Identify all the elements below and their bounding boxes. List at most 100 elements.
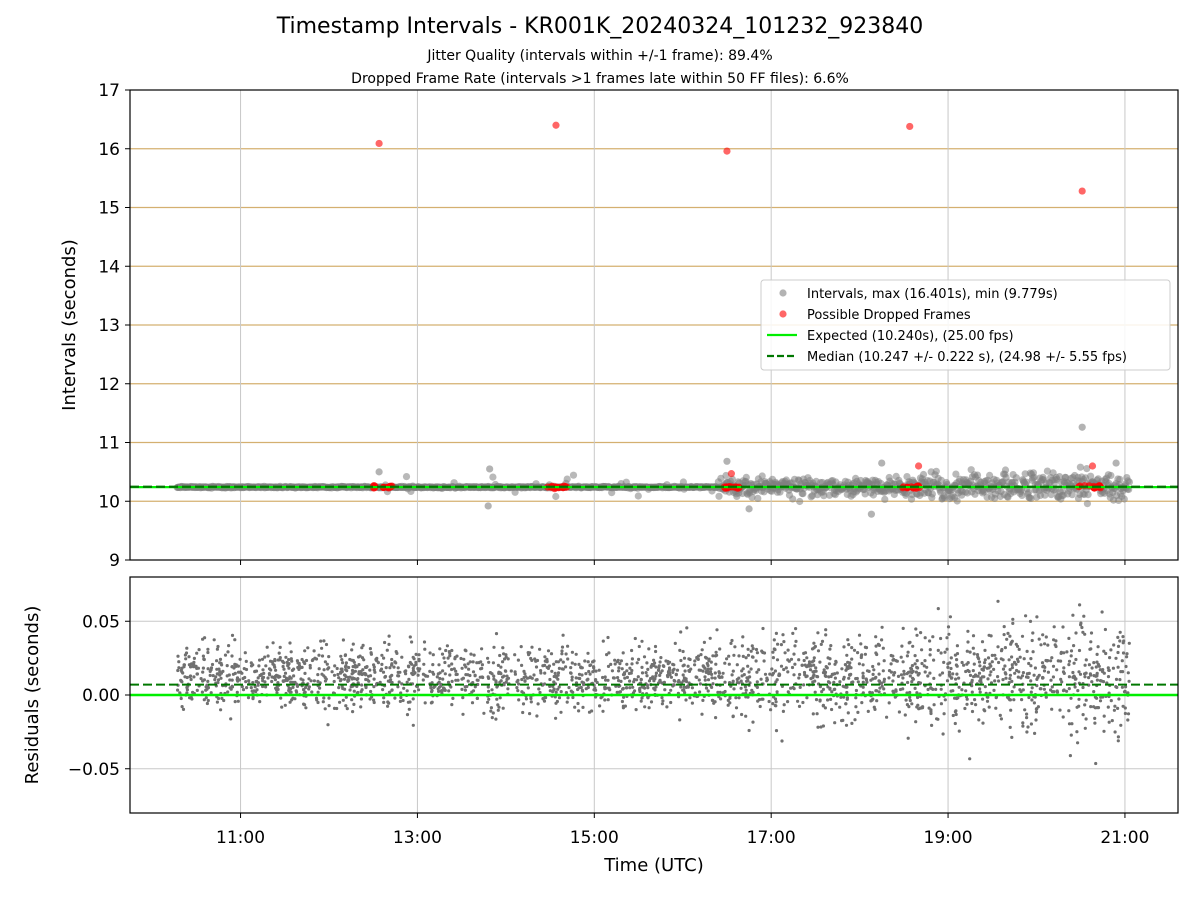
residual-point [205, 687, 209, 691]
residual-point [366, 674, 371, 678]
residual-point [303, 649, 307, 653]
residual-point [789, 686, 793, 690]
residual-point [351, 658, 355, 663]
residual-point [398, 670, 402, 674]
residual-point [625, 686, 629, 690]
residual-point [731, 714, 735, 718]
interval-point [973, 471, 982, 479]
residual-point [793, 644, 797, 648]
residual-point [530, 676, 534, 680]
residual-point [1088, 672, 1092, 676]
residual-point [636, 675, 640, 679]
residual-point [201, 654, 205, 658]
residual-point [711, 682, 715, 686]
residual-point [754, 659, 758, 663]
residual-point [996, 675, 1000, 679]
residual-point [1102, 729, 1106, 733]
residual-point [539, 669, 543, 673]
residual-point [951, 672, 955, 676]
residual-point [1041, 676, 1045, 680]
interval-point [563, 475, 571, 483]
residual-point [994, 706, 998, 710]
residual-point [526, 686, 530, 690]
residual-point [504, 680, 508, 684]
residual-point [632, 677, 637, 682]
residual-point [475, 696, 479, 701]
residual-point [501, 706, 505, 710]
residual-point [586, 677, 590, 681]
residual-point [660, 696, 664, 700]
residual-point [1081, 685, 1085, 690]
interval-point [745, 505, 753, 513]
residual-point [486, 656, 490, 660]
residual-point [589, 663, 593, 667]
residual-point [256, 676, 260, 680]
residual-point [381, 670, 386, 674]
residual-point [939, 702, 944, 706]
residual-point [407, 665, 411, 669]
residual-point [1084, 698, 1088, 702]
residual-point [838, 705, 842, 709]
residual-point [324, 677, 328, 681]
residual-point [206, 698, 210, 703]
residual-point [1125, 652, 1129, 656]
interval-point [489, 473, 497, 481]
residual-point [366, 678, 370, 682]
residual-point [675, 668, 680, 672]
residual-point [402, 686, 406, 690]
residual-point [282, 667, 286, 671]
residual-point [181, 707, 186, 712]
residual-point [954, 712, 958, 717]
residual-point [693, 663, 697, 667]
residual-point [372, 677, 376, 681]
y-tick-label: 10 [98, 492, 120, 512]
residual-point [652, 658, 656, 662]
residual-point [915, 633, 919, 637]
residual-point [504, 669, 508, 673]
residual-point [1016, 659, 1020, 664]
residual-point [494, 717, 498, 721]
interval-point [1083, 500, 1091, 508]
residual-point [1074, 631, 1078, 635]
residual-point [529, 700, 533, 704]
residual-point [882, 677, 887, 681]
residual-point [869, 699, 873, 703]
residual-point [534, 665, 539, 669]
residual-point [407, 707, 411, 711]
residual-point [413, 671, 417, 675]
residual-point [432, 685, 436, 690]
residual-point [343, 653, 347, 658]
residual-point [631, 685, 635, 689]
residual-point [238, 657, 242, 661]
residual-point [771, 650, 775, 654]
residual-point [701, 669, 705, 673]
residual-point [700, 712, 704, 716]
residual-point [1106, 675, 1111, 679]
residual-point [774, 631, 779, 636]
residual-point [980, 640, 985, 644]
residual-point [1076, 689, 1080, 693]
residual-point [951, 713, 955, 718]
residual-point [492, 645, 496, 649]
residual-point [202, 698, 206, 702]
residual-point [905, 703, 910, 707]
residual-point [828, 657, 832, 661]
residual-point [936, 607, 940, 611]
residual-point [771, 702, 775, 706]
residual-point [723, 680, 727, 684]
residual-point [372, 665, 376, 669]
residual-point [1042, 669, 1047, 673]
residual-point [287, 666, 291, 670]
residual-point [405, 680, 409, 684]
residual-point [191, 663, 195, 667]
residual-point [293, 680, 297, 685]
residual-point [1083, 703, 1087, 707]
residual-point [754, 647, 759, 652]
residual-point [1067, 687, 1071, 691]
residual-point [384, 666, 388, 670]
residual-point [1071, 613, 1075, 617]
residual-point [1000, 647, 1004, 652]
residual-point [316, 690, 320, 694]
residual-point [1124, 685, 1128, 689]
